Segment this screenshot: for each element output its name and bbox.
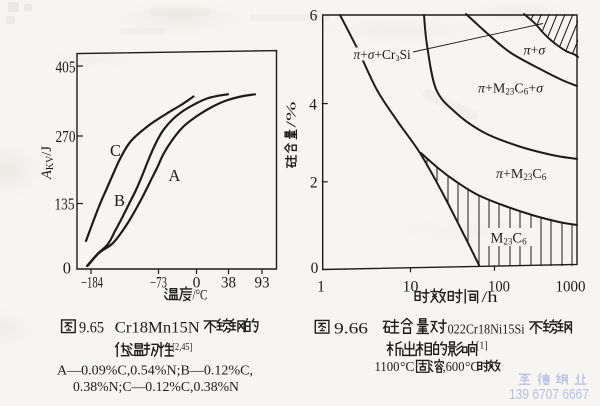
svg-text:,600: ,600 [443,359,465,374]
svg-text:/h: /h [482,289,498,306]
svg-text:π+M23C6: π+M23C6 [496,167,547,182]
svg-text:0.38%N;C—0.12%C,0.38%N: 0.38%N;C—0.12%C,0.38%N [73,379,239,394]
svg-text:100: 100 [488,279,510,296]
svg-text:C: C [110,141,121,160]
svg-text:0: 0 [63,259,71,278]
svg-text:π+σ+Cr3Si: π+σ+Cr3Si [354,47,412,63]
svg-text:1100: 1100 [375,359,400,374]
svg-text:π+σ: π+σ [524,44,547,59]
svg-text:9.66: 9.66 [334,321,368,338]
svg-text:π+M23C6+σ: π+M23C6+σ [478,82,544,97]
svg-text:−73: −73 [150,275,167,292]
svg-text:2: 2 [310,175,318,192]
svg-text:135: 135 [55,195,75,214]
svg-text:AKV/J: AKV/J [39,146,56,180]
svg-text:9.65: 9.65 [79,320,104,337]
svg-text:[2,45]: [2,45] [172,342,192,353]
svg-text:022Cr18Ni15Si: 022Cr18Ni15Si [448,323,525,338]
svg-text:−184: −184 [81,275,103,292]
svg-text:Cr18Mn15N: Cr18Mn15N [115,320,200,337]
svg-text:[1]: [1] [476,341,488,352]
svg-text:0: 0 [311,260,319,277]
svg-text:10: 10 [403,279,419,296]
svg-text:1000: 1000 [556,279,586,296]
svg-text:6: 6 [310,8,318,25]
svg-text:B: B [114,191,125,210]
svg-text:0: 0 [193,275,201,292]
svg-text:139 6707 6667: 139 6707 6667 [509,387,589,403]
svg-text:°C: °C [465,359,479,374]
svg-text:4: 4 [309,97,317,114]
svg-text:M23C6: M23C6 [491,231,528,247]
svg-text:°C: °C [400,359,414,374]
svg-text:/°C: /°C [193,288,208,304]
svg-text:93: 93 [255,275,270,292]
svg-text:A: A [169,166,181,185]
svg-text:270: 270 [56,127,76,146]
svg-text:1: 1 [317,279,325,296]
svg-text:/%: /% [285,101,300,128]
svg-text:405: 405 [56,58,76,77]
svg-text:38: 38 [221,275,236,292]
svg-text:A—0.09%C,0.54%N;B—0.12%C,: A—0.09%C,0.54%N;B—0.12%C, [57,363,253,378]
